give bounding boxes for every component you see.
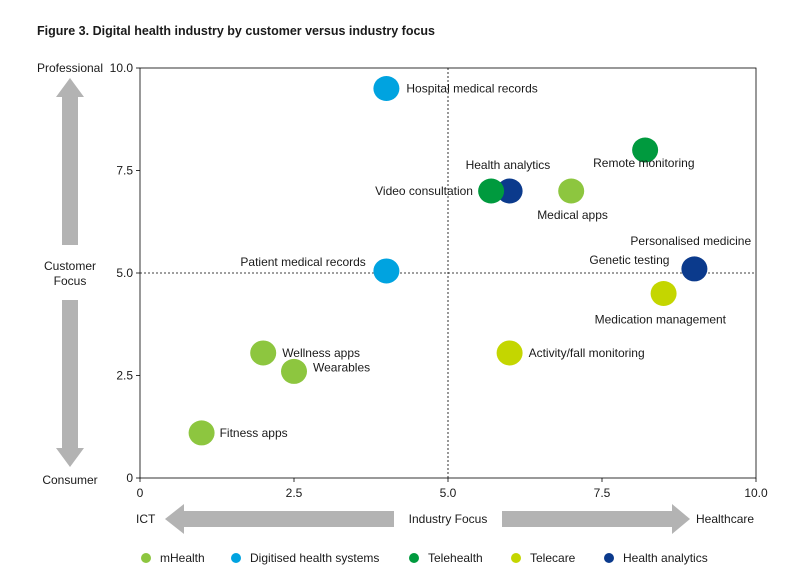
point-remote-monitoring [632,137,659,163]
y-tick-label: 2.5 [116,369,133,383]
y-axis-title-line1: Customer [44,259,96,273]
point-label-activity-fall-monitoring: Activity/fall monitoring [529,346,645,360]
point-health-analytics [496,178,523,204]
legend-swatch-health-analytics [604,553,614,563]
y-up-arrow [56,78,84,245]
x-left-label: ICT [136,512,156,526]
point-fitness-apps [188,420,215,446]
y-top-label: Professional [37,61,103,75]
y-bottom-label: Consumer [42,473,97,487]
point-medical-apps [558,178,585,204]
y-tick-label: 10.0 [110,61,134,75]
point-label-wearables: Wearables [313,360,370,374]
point-label-fitness-apps: Fitness apps [220,426,288,440]
point-label-medication-management: Medication management [595,313,727,327]
point-wellness-apps [250,340,277,366]
x-right-arrow [502,504,690,534]
point-medication-management [650,281,677,306]
legend-label-telehealth: Telehealth [428,551,483,565]
legend: mHealth Digitised health systems Telehealt… [141,551,708,565]
legend-swatch-telehealth [409,553,419,563]
y-down-arrow [56,300,84,467]
y-tick-label: 7.5 [116,164,133,178]
x-right-label: Healthcare [696,512,754,526]
x-tick-label: 2.5 [286,486,303,500]
legend-label-health-analytics: Health analytics [623,551,708,565]
legend-swatch-mhealth [141,553,151,563]
y-tick-label: 5.0 [116,266,133,280]
y-axis-title-line2: Focus [54,274,87,288]
legend-label-digitised-health-systems: Digitised health systems [250,551,379,565]
point-label-genetic-testing: Genetic testing [589,253,669,267]
x-tick-label: 10.0 [744,486,768,500]
x-tick-label: 5.0 [440,486,457,500]
point-personalised-medicine [681,256,708,282]
point-label-remote-monitoring: Remote monitoring [593,156,694,170]
y-tick-label: 0 [126,471,133,485]
legend-label-mhealth: mHealth [160,551,205,565]
legend-swatch-telecare [511,553,521,563]
point-label-patient-medical-records: Patient medical records [240,255,365,269]
x-tick-label: 0 [137,486,144,500]
point-hospital-medical-records [373,76,400,101]
point-label-wellness-apps: Wellness apps [282,346,360,360]
legend-label-telecare: Telecare [530,551,576,565]
point-label-hospital-medical-records: Hospital medical records [406,82,537,96]
axis-ticks: 0 2.5 5.0 7.5 10.0 0 2.5 5.0 7.5 10.0 [110,61,768,500]
x-tick-label: 7.5 [594,486,611,500]
x-left-arrow [165,504,394,534]
data-points: Hospital medical records Remote monitorin… [188,76,751,446]
x-axis-title: Industry Focus [409,512,488,526]
point-label-personalised-medicine: Personalised medicine [630,234,751,248]
legend-swatch-digitised-health-systems [231,553,241,563]
point-activity-fall-monitoring [496,340,523,366]
point-label-health-analytics: Health analytics [466,158,551,172]
point-label-medical-apps: Medical apps [537,208,608,222]
point-patient-medical-records [373,258,400,284]
chart-title: Figure 3. Digital health industry by cus… [37,24,436,38]
point-video-consultation [478,178,505,204]
reference-lines [140,68,756,478]
point-label-video-consultation: Video consultation [375,184,473,198]
point-wearables [281,358,307,384]
